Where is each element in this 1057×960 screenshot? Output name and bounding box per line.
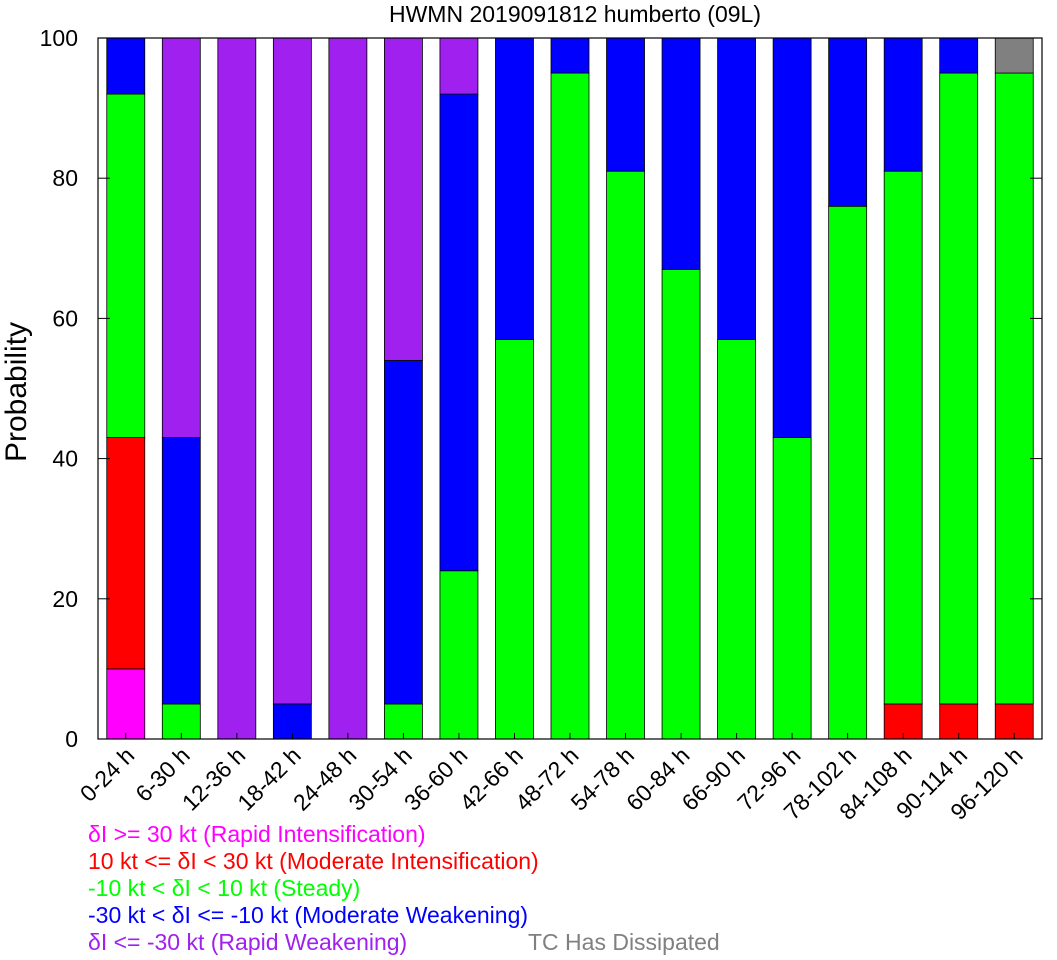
bars-layer xyxy=(106,37,1034,740)
bar-segment xyxy=(384,37,423,361)
legend-delta-symbol: δ xyxy=(171,902,185,928)
legend-item: 10 kt <= δI < 30 kt (Moderate Intensific… xyxy=(88,850,539,873)
legend-item: δI >= 30 kt (Rapid Intensification) xyxy=(88,823,426,846)
legend-text: I >= 30 kt (Rapid Intensification) xyxy=(100,821,426,847)
y-tick-label: 0 xyxy=(65,726,78,752)
bar-segment xyxy=(550,37,590,74)
bar-segment xyxy=(106,668,146,740)
legend-item: TC Has Dissipated xyxy=(528,931,720,954)
y-tick-label: 80 xyxy=(52,165,78,191)
legend-delta-symbol: δ xyxy=(171,875,185,901)
bar-segment xyxy=(883,37,923,172)
bar-segment xyxy=(606,170,645,740)
bar-segment xyxy=(772,437,812,740)
bar-segment xyxy=(939,72,979,705)
y-axis-label: Probability xyxy=(0,322,33,462)
legend-text: I <= -30 kt (Rapid Weakening) xyxy=(100,929,408,955)
bar-segment xyxy=(106,37,146,95)
legend-item: -30 kt < δI <= -10 kt (Moderate Weakenin… xyxy=(88,904,528,927)
bar-segment xyxy=(384,360,423,705)
bar-segment xyxy=(106,437,146,670)
bar-segment xyxy=(661,37,701,270)
bar-segment xyxy=(717,37,756,340)
bar-segment xyxy=(106,93,146,438)
bar-segment xyxy=(439,570,479,740)
bar-segment xyxy=(994,37,1034,74)
chart-title: HWMN 2019091812 humberto (09L) xyxy=(389,1,761,27)
bar-segment xyxy=(439,37,479,95)
bar-segment xyxy=(939,37,979,74)
legend-item: δI <= -30 kt (Rapid Weakening) xyxy=(88,931,407,954)
legend-prefix: 10 kt <= xyxy=(88,848,178,874)
legend-text: TC Has Dissipated xyxy=(528,929,720,955)
bar-segment xyxy=(161,437,201,705)
bar-segment xyxy=(550,72,590,740)
bar-segment xyxy=(328,37,368,740)
bar-segment xyxy=(661,268,701,740)
legend-prefix: -10 kt < xyxy=(88,875,172,901)
bar-segment xyxy=(883,170,923,705)
legend-text: I < 10 kt (Steady) xyxy=(184,875,361,901)
bar-segment xyxy=(772,37,812,438)
bar-segment xyxy=(439,93,479,572)
legend-delta-symbol: δ xyxy=(88,929,101,955)
legend-delta-symbol: δ xyxy=(177,848,191,874)
bar-segment xyxy=(994,72,1034,705)
bar-segment xyxy=(217,37,257,740)
bar-segment xyxy=(606,37,645,172)
legend-text: I <= -10 kt (Moderate Weakening) xyxy=(184,902,529,928)
y-tick-label: 40 xyxy=(52,446,78,472)
plot-frame xyxy=(97,37,1043,740)
bar-segment xyxy=(717,339,756,740)
bar-segment xyxy=(828,205,868,740)
legend-item: -10 kt < δI < 10 kt (Steady) xyxy=(88,877,360,900)
bar-segment xyxy=(161,37,201,438)
y-tick-label: 60 xyxy=(52,305,78,331)
y-tick-label: 20 xyxy=(52,586,78,612)
y-tick-label: 100 xyxy=(40,25,78,51)
x-tick-label: 0-24 h xyxy=(75,742,140,807)
legend-delta-symbol: δ xyxy=(88,821,101,847)
bar-segment xyxy=(272,37,312,705)
legend-text: I < 30 kt (Moderate Intensification) xyxy=(190,848,539,874)
bar-segment xyxy=(495,339,534,740)
legend-prefix: -30 kt < xyxy=(88,902,172,928)
bar-segment xyxy=(495,37,534,340)
bar-segment xyxy=(828,37,868,207)
